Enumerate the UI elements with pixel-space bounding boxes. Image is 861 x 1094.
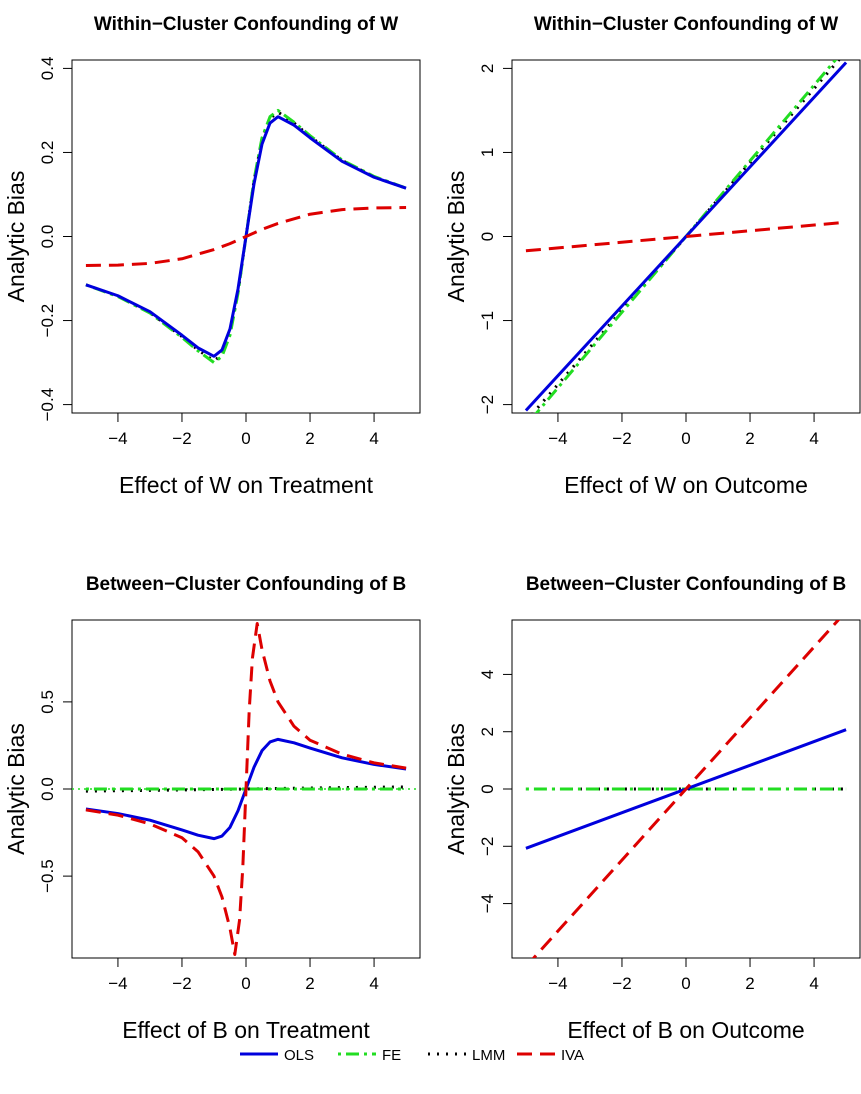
y-tick-label: −2 <box>478 395 497 414</box>
legend-label-iva: IVA <box>561 1047 584 1064</box>
x-tick-label: −4 <box>548 429 567 448</box>
x-tick-label: 0 <box>681 974 690 993</box>
y-axis-label: Analytic Bias <box>3 171 29 303</box>
y-tick-label: 0.4 <box>38 57 57 81</box>
x-axis-label: Effect of B on Treatment <box>122 1017 370 1043</box>
y-tick-label: 0.2 <box>38 141 57 165</box>
x-tick-label: −2 <box>172 429 191 448</box>
y-axis-label: Analytic Bias <box>443 723 469 855</box>
series-line-iva <box>85 621 407 957</box>
y-tick-label: 2 <box>478 64 497 73</box>
series-line-iva <box>85 206 407 267</box>
x-axis-label: Effect of B on Outcome <box>567 1017 804 1043</box>
y-tick-label: −1 <box>478 311 497 330</box>
x-axis-label: Effect of W on Treatment <box>119 472 374 498</box>
x-tick-label: 2 <box>745 429 754 448</box>
y-tick-label: 1 <box>478 148 497 157</box>
series-line-iva <box>531 620 841 958</box>
y-tick-label: −0.5 <box>38 859 57 893</box>
y-tick-label: 0.5 <box>38 690 57 714</box>
y-tick-label: 0.0 <box>38 777 57 801</box>
plot-area <box>85 108 407 365</box>
x-tick-label: −4 <box>548 974 567 993</box>
x-axis-label: Effect of W on Outcome <box>564 472 808 498</box>
x-tick-label: −4 <box>108 974 127 993</box>
series-line-iva <box>525 220 847 253</box>
y-tick-label: −4 <box>478 894 497 913</box>
series-line-fe <box>85 108 407 365</box>
x-tick-label: 2 <box>305 429 314 448</box>
y-tick-label: −0.2 <box>38 304 57 338</box>
x-tick-label: 0 <box>681 429 690 448</box>
x-tick-label: 0 <box>241 974 250 993</box>
plot-area <box>524 60 848 413</box>
plot-title: Within−Cluster Confounding of W <box>94 14 398 35</box>
x-tick-label: 2 <box>305 974 314 993</box>
legend-label-ols: OLS <box>284 1047 314 1064</box>
plot-area <box>525 620 847 958</box>
y-tick-label: 0 <box>478 784 497 793</box>
y-tick-label: 2 <box>478 727 497 736</box>
x-tick-label: 0 <box>241 429 250 448</box>
y-tick-label: 0 <box>478 232 497 241</box>
x-tick-label: 2 <box>745 974 754 993</box>
panel-top-right: Within−Cluster Confounding of W −4 −2 0 2 4 −2… <box>443 14 861 498</box>
plot-title: Within−Cluster Confounding of W <box>534 14 838 35</box>
plot-area <box>72 621 420 957</box>
plot-title: Between−Cluster Confounding of B <box>86 574 406 595</box>
legend: OLS FE LMM IVA <box>240 1047 584 1064</box>
y-tick-label: 4 <box>478 670 497 679</box>
x-tick-label: 4 <box>369 974 378 993</box>
x-tick-label: −2 <box>612 429 631 448</box>
panel-bottom-right: Between−Cluster Confounding of B −4 −2 0 2 4 −… <box>443 574 861 1043</box>
y-axis-label: Analytic Bias <box>443 171 469 303</box>
x-tick-label: 4 <box>369 429 378 448</box>
y-tick-label: −0.4 <box>38 388 57 422</box>
panel-top-left: Within−Cluster Confounding of W −4 −2 0 2 4 −0… <box>3 14 421 498</box>
legend-label-lmm: LMM <box>472 1047 505 1064</box>
y-tick-label: 0.0 <box>38 225 57 249</box>
y-tick-label: −2 <box>478 837 497 856</box>
panel-bottom-left: Between−Cluster Confounding of B −4 −2 0 2 4 −… <box>3 574 421 1043</box>
x-tick-label: 4 <box>809 429 818 448</box>
series-line-ols <box>524 61 848 412</box>
x-tick-label: −4 <box>108 429 127 448</box>
x-tick-label: −2 <box>612 974 631 993</box>
x-tick-label: 4 <box>809 974 818 993</box>
x-tick-label: −2 <box>172 974 191 993</box>
y-axis-label: Analytic Bias <box>3 723 29 855</box>
legend-label-fe: FE <box>382 1047 401 1064</box>
plot-title: Between−Cluster Confounding of B <box>526 574 846 595</box>
